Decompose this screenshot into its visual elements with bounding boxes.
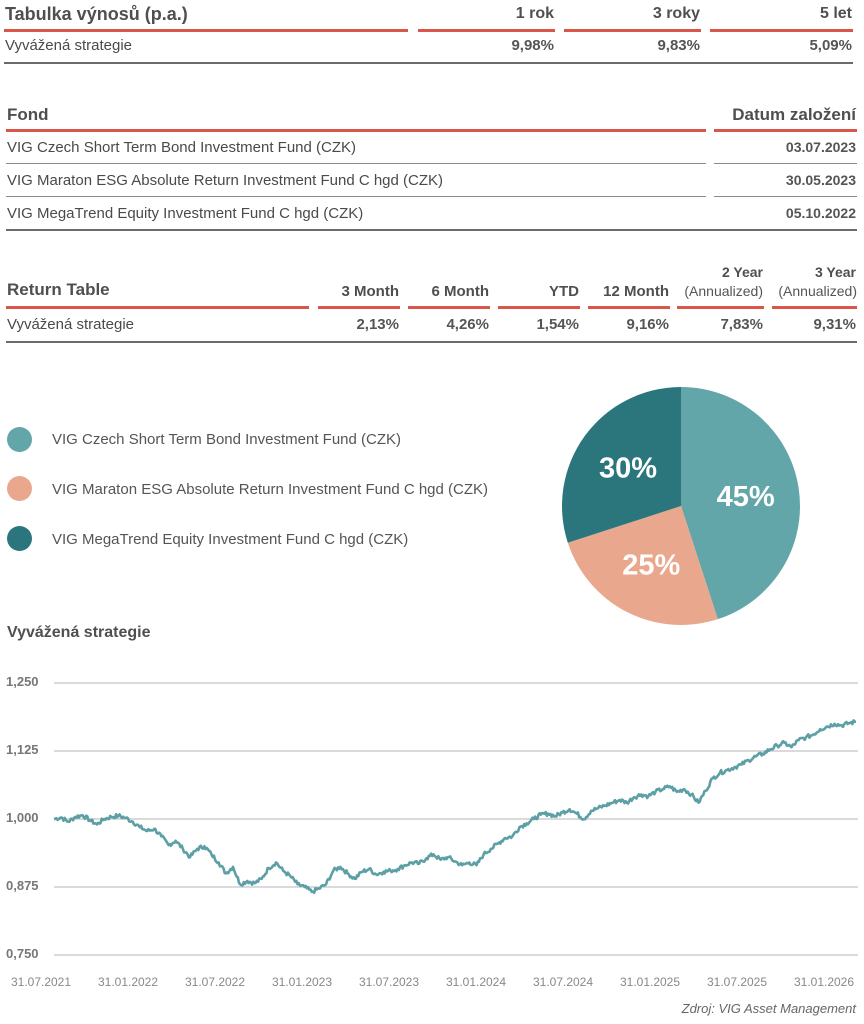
fund-date: 05.10.2022 [785, 205, 856, 221]
legend-swatch-teal-dark [7, 526, 32, 551]
x-tick-label: 31.07.2021 [10, 975, 72, 989]
x-tick-label: 31.01.2022 [97, 975, 159, 989]
x-tick-label: 31.07.2024 [532, 975, 594, 989]
table-bottom-border [6, 229, 857, 231]
value-2-year: 7,83% [720, 316, 763, 333]
pie-slice-label: 30% [599, 453, 657, 485]
return-table-title: Return Table [7, 280, 110, 299]
table-bottom-border [6, 341, 857, 343]
y-tick-label: 1,250 [6, 674, 39, 689]
fund-name: VIG Czech Short Term Bond Investment Fun… [7, 139, 357, 156]
legend-swatch-salmon [7, 476, 32, 501]
header-underline [418, 29, 555, 32]
legend-label: VIG Czech Short Term Bond Investment Fun… [52, 431, 402, 448]
column-header-3-year-sub: (Annualized) [778, 283, 857, 299]
header-underline [677, 306, 764, 309]
column-header-3-month: 3 Month [341, 283, 400, 300]
series-line [53, 719, 857, 894]
column-header-12-month: 12 Month [603, 283, 669, 300]
value-1-rok: 9,98% [511, 37, 554, 54]
x-tick-label: 31.01.2025 [619, 975, 681, 989]
header-underline [4, 29, 408, 32]
column-header-2-year: 2 Year [721, 264, 763, 280]
header-underline [6, 306, 309, 309]
y-tick-label: 1,125 [6, 742, 39, 757]
header-underline [408, 306, 490, 309]
performance-line-chart [53, 682, 858, 956]
legend-label: VIG MegaTrend Equity Investment Fund C h… [52, 531, 409, 548]
row-label: Vyvážená strategie [5, 37, 133, 54]
value-3-year: 9,31% [813, 316, 856, 333]
allocation-pie-chart: 45% 25% 30% [562, 387, 800, 625]
column-header-3-year: 3 Year [814, 264, 856, 280]
value-6-month: 4,26% [446, 316, 489, 333]
pie-slice [567, 506, 718, 625]
source-note: Zdroj: VIG Asset Management [681, 1001, 856, 1016]
column-header-5-let: 5 let [819, 5, 852, 22]
column-header-datum: Datum založení [732, 105, 856, 124]
returns-table-title: Tabulka výnosů (p.a.) [5, 4, 188, 24]
column-header-fond: Fond [7, 105, 49, 124]
column-header-2-year-sub: (Annualized) [684, 283, 763, 299]
x-tick-label: 31.07.2022 [184, 975, 246, 989]
fund-date: 03.07.2023 [785, 139, 856, 155]
header-underline [714, 129, 857, 132]
fund-date: 30.05.2023 [785, 172, 856, 188]
header-underline [498, 306, 580, 309]
pie-slice [681, 387, 800, 620]
row-label: Vyvážená strategie [7, 316, 135, 333]
value-5-let: 5,09% [809, 37, 852, 54]
header-underline [318, 306, 400, 309]
y-tick-label: 0,750 [6, 946, 39, 961]
row-divider [6, 163, 706, 164]
column-header-1-rok: 1 rok [515, 5, 554, 22]
column-header-3-roky: 3 roky [652, 5, 700, 22]
header-underline [6, 129, 706, 132]
value-3-month: 2,13% [356, 316, 399, 333]
header-underline [564, 29, 701, 32]
x-tick-label: 31.01.2023 [271, 975, 333, 989]
value-ytd: 1,54% [536, 316, 579, 333]
legend-label: VIG Maraton ESG Absolute Return Investme… [52, 481, 489, 498]
y-tick-label: 1,000 [6, 810, 39, 825]
x-tick-label: 31.07.2025 [706, 975, 768, 989]
value-12-month: 9,16% [626, 316, 669, 333]
row-divider [714, 163, 857, 164]
legend-swatch-teal-light [7, 427, 32, 452]
pie-slice [562, 387, 681, 543]
pie-slice-label: 45% [717, 481, 775, 513]
fund-name: VIG MegaTrend Equity Investment Fund C h… [7, 205, 364, 222]
line-chart-title: Vyvážená strategie [7, 624, 151, 641]
y-tick-label: 0,875 [6, 878, 39, 893]
value-3-roky: 9,83% [657, 37, 700, 54]
header-underline [588, 306, 670, 309]
column-header-6-month: 6 Month [431, 283, 490, 300]
column-header-ytd: YTD [549, 283, 579, 300]
row-divider [6, 196, 706, 197]
header-underline [710, 29, 853, 32]
pie-slice-label: 25% [622, 549, 680, 581]
x-tick-label: 31.01.2024 [445, 975, 507, 989]
row-divider [714, 196, 857, 197]
table-bottom-border [4, 62, 853, 64]
fund-name: VIG Maraton ESG Absolute Return Investme… [7, 172, 444, 189]
x-tick-label: 31.07.2023 [358, 975, 420, 989]
header-underline [772, 306, 857, 309]
x-tick-label: 31.01.2026 [793, 975, 855, 989]
